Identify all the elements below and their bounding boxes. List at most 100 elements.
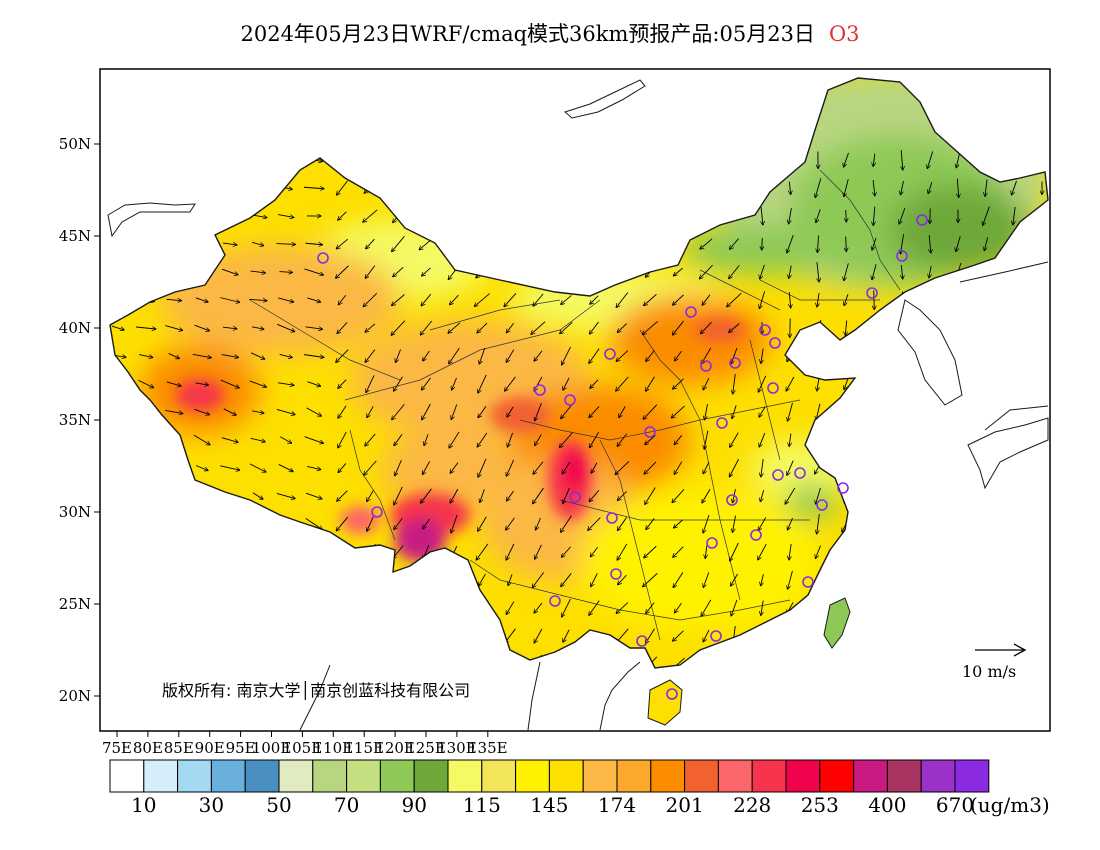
wind-vector bbox=[672, 237, 685, 251]
wind-vector bbox=[731, 347, 738, 364]
wind-vector bbox=[303, 187, 324, 188]
wind-vector bbox=[336, 349, 349, 363]
wind-vector bbox=[110, 631, 126, 639]
wind-vector bbox=[789, 291, 790, 308]
station-marker bbox=[837, 482, 849, 494]
wind-vector bbox=[815, 178, 822, 197]
wind-vector bbox=[984, 237, 989, 251]
wind-vector bbox=[560, 153, 573, 165]
wind-vector bbox=[139, 604, 153, 611]
wind-vector bbox=[983, 431, 990, 448]
wind-vector bbox=[1040, 265, 1045, 278]
wind-vector bbox=[1012, 516, 1017, 531]
wind-vector bbox=[874, 290, 875, 310]
wind-vector bbox=[982, 600, 991, 616]
legend-swatch bbox=[278, 759, 314, 793]
legend-swatch bbox=[379, 759, 415, 793]
wind-vector bbox=[506, 322, 514, 333]
wind-vector bbox=[420, 320, 433, 335]
wind-vector bbox=[168, 353, 180, 358]
wind-vector bbox=[789, 265, 792, 279]
wind-vector bbox=[760, 154, 765, 165]
wind-vector bbox=[193, 244, 210, 245]
wind-vector bbox=[533, 487, 544, 504]
wind-vector bbox=[474, 293, 490, 307]
wind-vector bbox=[873, 179, 875, 196]
wind-vector bbox=[928, 460, 933, 476]
wind-vector bbox=[168, 521, 179, 526]
wind-vector bbox=[422, 267, 431, 276]
wind-vector bbox=[844, 152, 849, 167]
wind-vector bbox=[249, 463, 266, 472]
station-marker bbox=[816, 499, 828, 511]
wind-vector bbox=[983, 206, 990, 226]
wind-vector bbox=[336, 601, 349, 615]
wind-vector bbox=[363, 293, 378, 306]
wind-vector bbox=[277, 323, 295, 331]
wind-vector bbox=[304, 354, 324, 358]
station-marker bbox=[564, 394, 576, 406]
wind-vector bbox=[844, 179, 849, 196]
wind-vector bbox=[983, 573, 990, 586]
wind-vector bbox=[955, 630, 962, 641]
coastlines-and-borders bbox=[107, 77, 1049, 731]
station-marker bbox=[685, 306, 697, 318]
legend-label: 70 bbox=[334, 793, 359, 817]
station-marker bbox=[549, 595, 561, 607]
wind-vector bbox=[366, 375, 375, 392]
wind-vector bbox=[278, 383, 294, 385]
wind-vector bbox=[533, 461, 544, 474]
wind-vector bbox=[393, 628, 403, 643]
wind-vector bbox=[956, 461, 960, 475]
wind-vector bbox=[110, 464, 127, 471]
wind-vector bbox=[367, 406, 374, 417]
wind-vector bbox=[476, 543, 489, 560]
wind-vector bbox=[588, 154, 600, 165]
wind-vector bbox=[192, 185, 212, 190]
wind-vector bbox=[589, 321, 599, 334]
x-tick-label: 95E bbox=[226, 739, 256, 757]
wind-vector bbox=[223, 159, 237, 161]
wind-vector bbox=[897, 571, 908, 588]
legend-label: 30 bbox=[199, 793, 224, 817]
legend-unit: (ug/m3) bbox=[970, 793, 1050, 817]
wind-vector bbox=[983, 374, 990, 393]
wind-vector bbox=[730, 432, 739, 448]
wind-vector bbox=[305, 492, 322, 499]
wind-vector bbox=[223, 243, 237, 245]
wind-vector bbox=[728, 182, 741, 193]
wind-vector bbox=[193, 603, 210, 611]
wind-vector bbox=[305, 326, 323, 329]
wind-vector bbox=[561, 515, 572, 533]
wind-vector bbox=[423, 518, 430, 529]
wind-vector bbox=[705, 404, 708, 420]
station-marker bbox=[706, 537, 718, 549]
wind-vector bbox=[618, 154, 627, 165]
wind-vector bbox=[110, 185, 126, 189]
legend-label: 400 bbox=[868, 793, 906, 817]
wind-vector bbox=[642, 321, 658, 334]
wind-vector bbox=[589, 348, 600, 364]
wind-vector bbox=[136, 576, 155, 583]
wind-vector bbox=[671, 153, 686, 166]
wind-vector bbox=[531, 321, 546, 335]
wind-vector bbox=[872, 237, 877, 250]
wind-vector bbox=[955, 404, 962, 420]
wind-vector bbox=[981, 459, 992, 476]
wind-vector bbox=[535, 517, 541, 530]
wind-vector bbox=[337, 154, 348, 165]
wind-vector bbox=[900, 375, 905, 393]
wind-vector bbox=[702, 488, 711, 503]
wind-vector bbox=[985, 152, 987, 167]
wind-vector bbox=[307, 657, 320, 668]
wind-vector bbox=[1013, 154, 1016, 166]
wind-vector bbox=[424, 434, 429, 445]
wind-vector bbox=[673, 572, 684, 587]
wind-vector bbox=[590, 211, 599, 220]
wind-vector bbox=[817, 262, 819, 282]
x-tick-label: 100E bbox=[252, 739, 292, 757]
wind-vector bbox=[535, 686, 542, 697]
wind-vector bbox=[984, 321, 989, 334]
wind-vector bbox=[534, 266, 543, 277]
wind-vector bbox=[873, 573, 875, 587]
